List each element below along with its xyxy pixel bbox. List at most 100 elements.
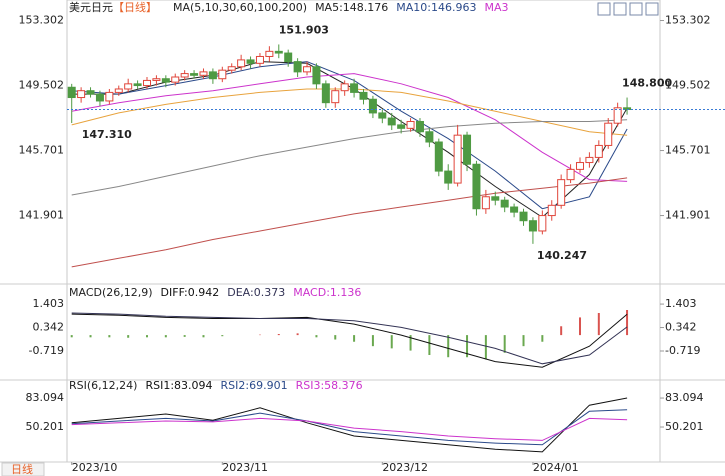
candle-body [190, 73, 199, 76]
x-tick-label: 2023/12 [382, 461, 428, 474]
candle-body [143, 79, 152, 87]
candle-body [406, 120, 415, 129]
legend-entry: DIFF:0.942 [161, 286, 220, 299]
candle-body [434, 141, 443, 172]
tool-button[interactable] [597, 2, 611, 16]
candle-body [594, 144, 603, 158]
x-tick-label: 2023/11 [222, 461, 268, 474]
y-tick-label: 145.701 [19, 144, 65, 157]
price-annotation: 151.903 [279, 23, 329, 36]
indicator-line [71, 61, 628, 210]
tool-button[interactable] [645, 2, 659, 16]
legend-entry: 【日线】 [113, 0, 157, 14]
candle-body [491, 196, 500, 201]
candle-body [444, 170, 453, 184]
candle-body [208, 71, 217, 80]
y-tick-label-right: 83.094 [665, 391, 704, 404]
candle-body [67, 86, 76, 99]
y-tick-label: 1.403 [33, 297, 65, 310]
y-tick-label: 50.201 [26, 420, 65, 433]
candle-body [604, 122, 613, 146]
candle-body [246, 59, 255, 64]
candle-body [284, 52, 293, 63]
candle-body [321, 83, 330, 104]
candle-body [350, 83, 359, 93]
candle-body [463, 134, 472, 165]
candle-body [114, 88, 123, 93]
indicator-line [71, 313, 628, 368]
candle-body [95, 93, 104, 102]
candle-body [152, 78, 161, 81]
candle-body [415, 120, 424, 133]
tool-button[interactable] [629, 2, 643, 16]
x-tick-label: 2024/01 [533, 461, 579, 474]
plot-frame [66, 0, 661, 463]
candle-body [133, 83, 142, 87]
candle-body [303, 66, 312, 73]
legend-entry: MA10:146.963 [396, 1, 476, 14]
y-tick-label-right: 1.403 [665, 297, 697, 310]
y-tick-label-right: -0.719 [665, 344, 700, 357]
candle-body [425, 131, 434, 143]
y-tick-label: 149.502 [19, 79, 65, 92]
indicator-line [71, 409, 628, 446]
panel-legend: 美元日元【日线】 MA(5,10,30,60,100,200) MA5:148.17… [69, 0, 509, 14]
period-label: 日线 [11, 462, 33, 476]
indicator-line [71, 119, 628, 196]
candle-body [472, 163, 481, 210]
indicator-line [71, 88, 628, 136]
candle-body [453, 134, 462, 184]
candle-body [227, 66, 236, 71]
candle-body [378, 112, 387, 119]
candle-body [274, 50, 283, 54]
price-annotation: 147.310 [82, 128, 132, 141]
candle-body [368, 98, 377, 114]
legend-entry: MA5:148.176 [315, 1, 388, 14]
candle-body [293, 61, 302, 73]
candle-body [359, 91, 368, 100]
candle-body [585, 156, 594, 164]
candle-body [171, 76, 180, 83]
y-tick-label-right: 153.302 [665, 14, 711, 27]
candle-body [331, 90, 340, 104]
candle-body [218, 69, 227, 80]
candle-body [481, 196, 490, 210]
candle-body [500, 199, 509, 208]
y-tick-label: 141.901 [19, 209, 65, 222]
candle-body [161, 78, 170, 83]
candle-body [547, 204, 556, 217]
legend-entry: RSI1:83.094 [145, 379, 212, 392]
candle-body [519, 211, 528, 222]
legend-entry: MA3 [485, 1, 509, 14]
candle-body [528, 220, 537, 232]
legend-entry: RSI(6,12,24) [69, 379, 137, 392]
candle-body [255, 55, 264, 64]
panel-legend: RSI(6,12,24) RSI1:83.094 RSI2:69.901 RSI3:5… [69, 379, 363, 392]
candle-body [124, 83, 133, 90]
legend-entry: MA(5,10,30,60,100,200) [173, 1, 307, 14]
candle-body [387, 117, 396, 126]
y-tick-label: 83.094 [26, 391, 65, 404]
candle-body [538, 215, 547, 232]
price-annotation: 148.800 [622, 77, 672, 90]
period-tab[interactable] [1, 462, 45, 476]
y-tick-label: 153.302 [19, 14, 65, 27]
candle-body [575, 162, 584, 170]
candle-body [180, 73, 189, 78]
toolbar [597, 2, 659, 16]
y-tick-label-right: 145.701 [665, 144, 711, 157]
candle-body [566, 168, 575, 181]
legend-entry: 美元日元 [69, 1, 113, 14]
indicator-line [71, 417, 628, 441]
candle-body [237, 59, 246, 68]
candle-body [312, 66, 321, 85]
legend-entry: MACD(26,12,9) [69, 286, 153, 299]
price-annotation: 140.247 [537, 249, 587, 262]
candle-body [397, 124, 406, 129]
legend-entry: RSI2:69.901 [221, 379, 288, 392]
candle-body [510, 206, 519, 213]
legend-entry: RSI3:58.376 [296, 379, 363, 392]
tool-button[interactable] [613, 2, 627, 16]
legend-entry: MACD:1.136 [293, 286, 361, 299]
